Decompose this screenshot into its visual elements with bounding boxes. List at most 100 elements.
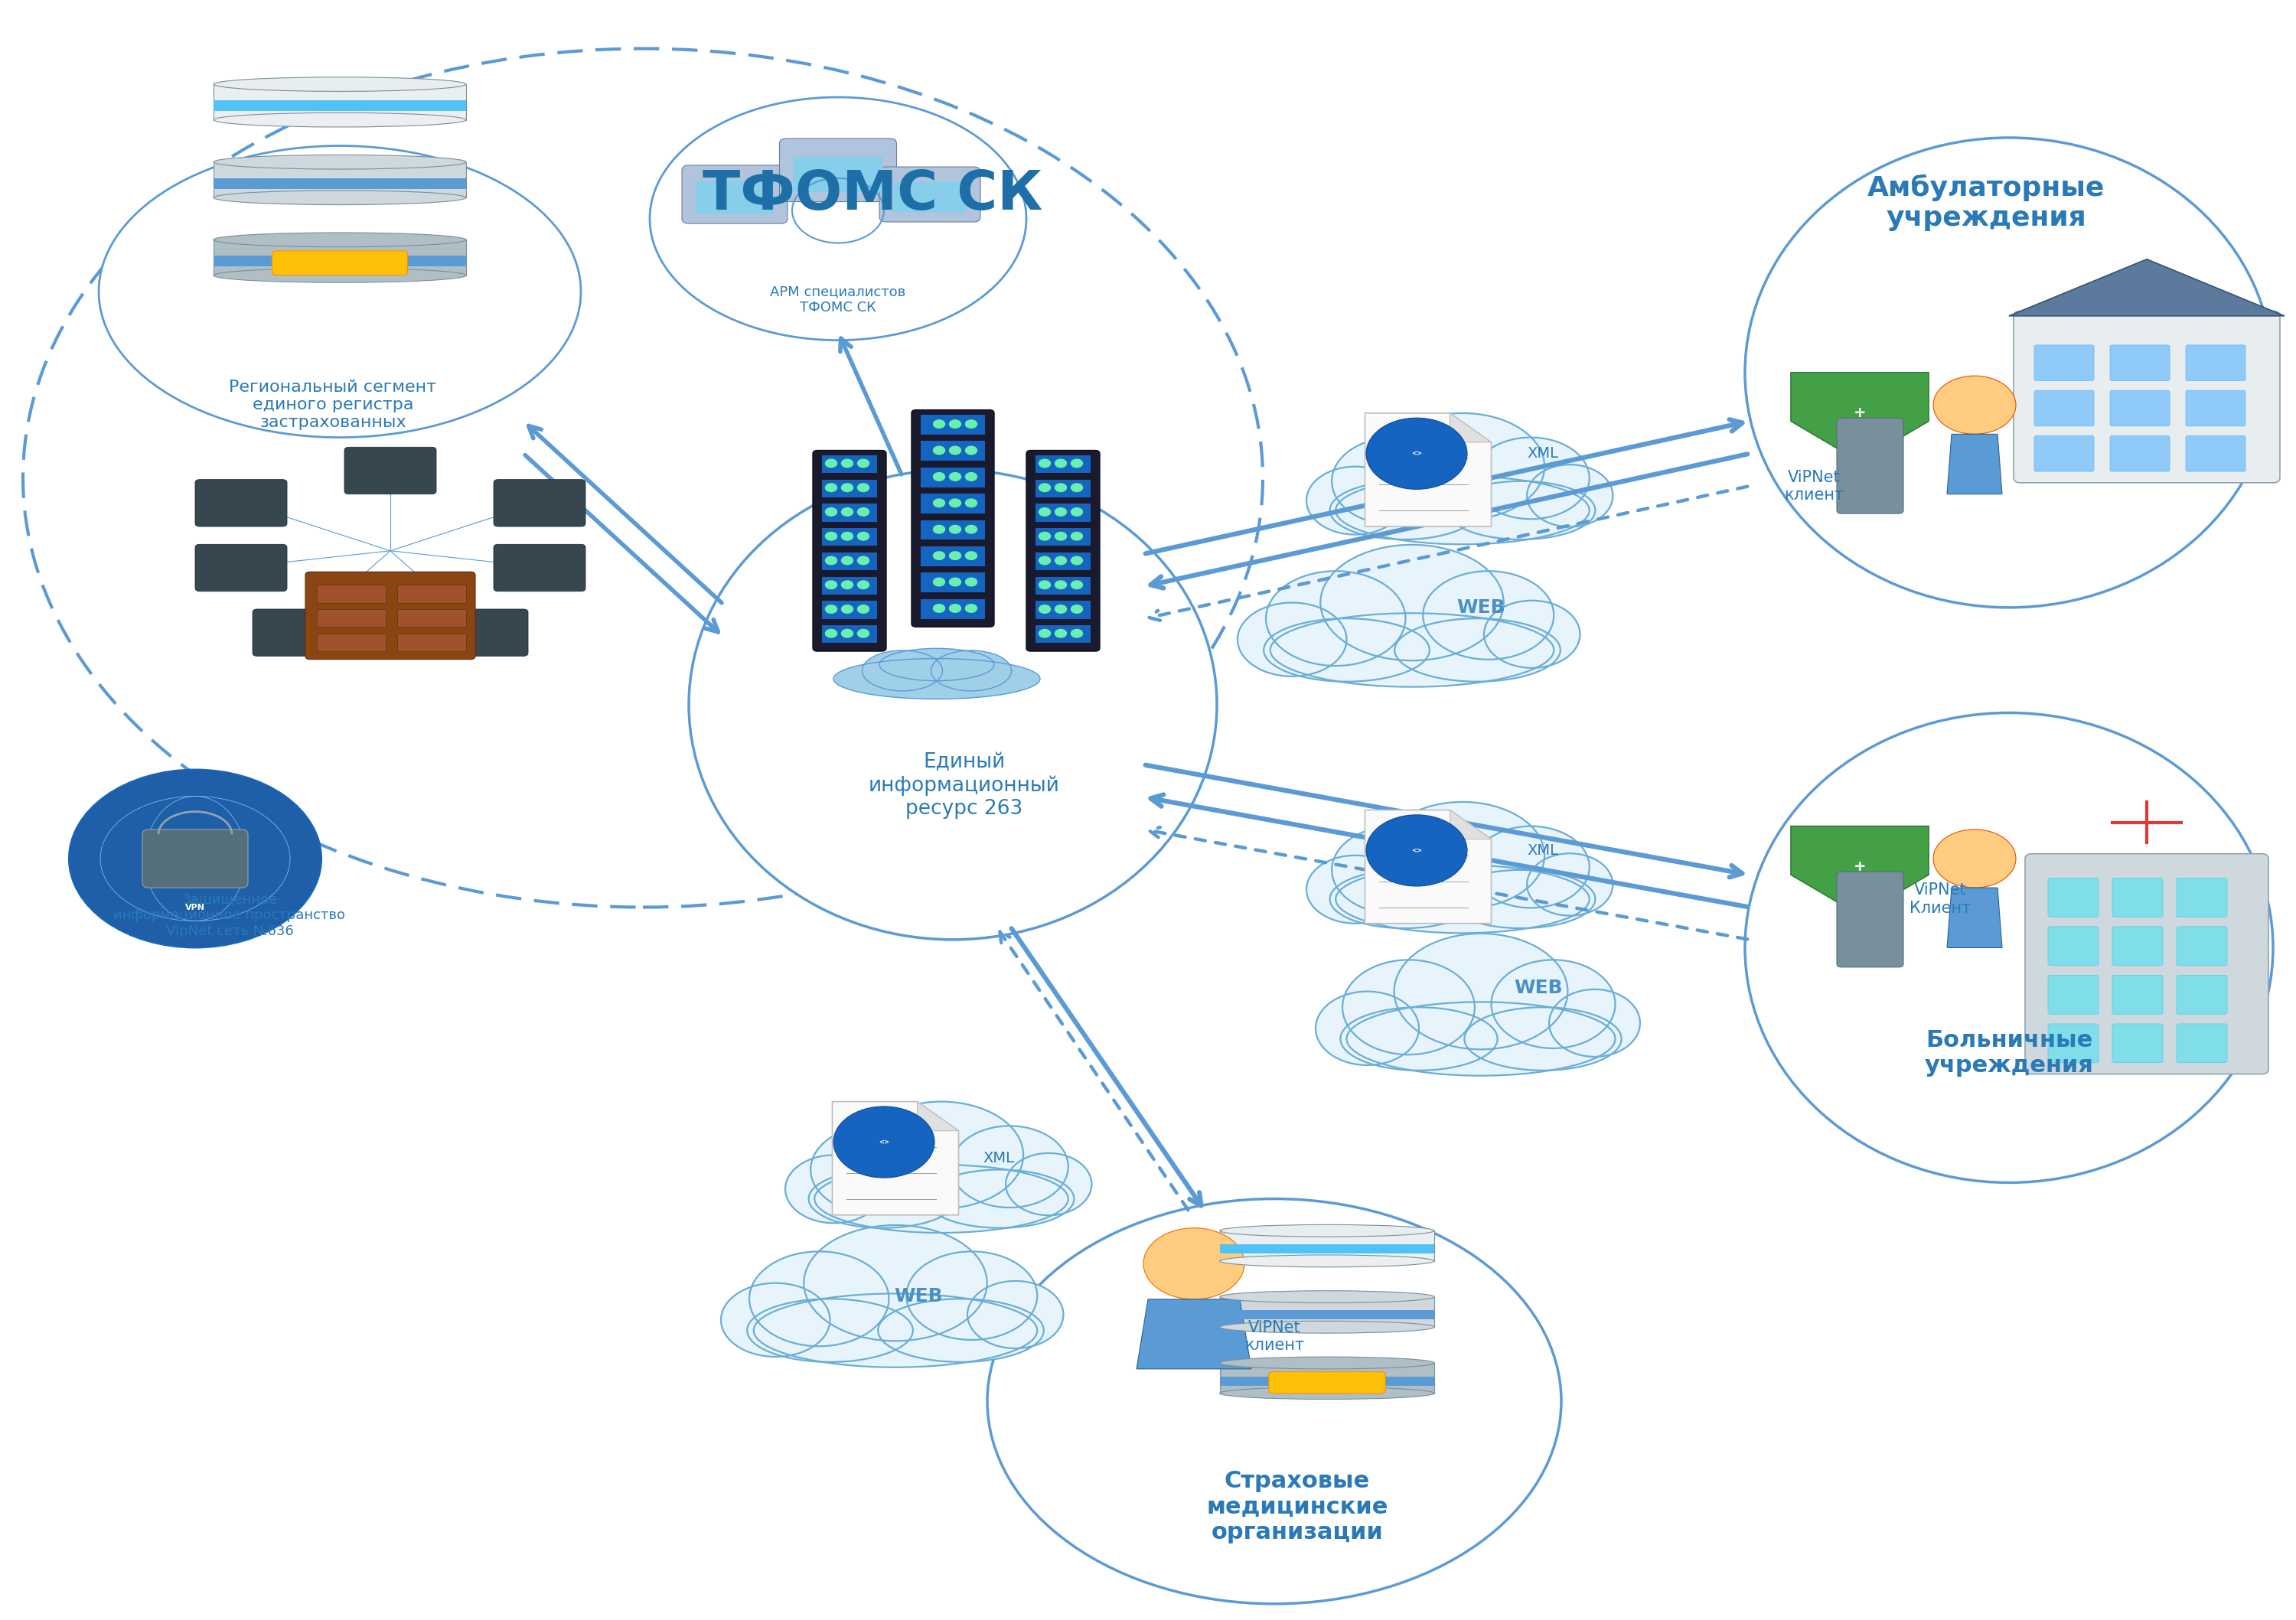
- FancyBboxPatch shape: [2110, 390, 2170, 426]
- Ellipse shape: [1446, 481, 1596, 539]
- Ellipse shape: [932, 651, 1010, 692]
- Polygon shape: [1035, 528, 1091, 546]
- Circle shape: [859, 606, 868, 614]
- Circle shape: [964, 447, 976, 455]
- Ellipse shape: [1345, 1001, 1616, 1076]
- Circle shape: [859, 533, 868, 541]
- FancyBboxPatch shape: [1026, 450, 1100, 651]
- FancyBboxPatch shape: [195, 544, 287, 591]
- FancyBboxPatch shape: [893, 181, 967, 212]
- FancyBboxPatch shape: [2048, 1024, 2099, 1063]
- Text: АРМ специалистов
ТФОМС СК: АРМ специалистов ТФОМС СК: [769, 285, 907, 314]
- Polygon shape: [1364, 413, 1492, 526]
- Text: Единый
информационный
ресурс 263: Единый информационный ресурс 263: [868, 753, 1061, 818]
- Polygon shape: [1035, 577, 1091, 595]
- Circle shape: [840, 630, 854, 638]
- Ellipse shape: [1329, 870, 1479, 928]
- Circle shape: [948, 420, 960, 428]
- Ellipse shape: [1483, 601, 1580, 667]
- Text: ViPNet
Клиент: ViPNet Клиент: [1910, 883, 1970, 915]
- Circle shape: [948, 604, 960, 612]
- Circle shape: [827, 606, 836, 614]
- Text: Больничные
учреждения: Больничные учреждения: [1924, 1029, 2094, 1077]
- Ellipse shape: [689, 470, 1217, 940]
- Ellipse shape: [861, 651, 941, 692]
- Polygon shape: [1947, 888, 2002, 948]
- FancyBboxPatch shape: [2177, 927, 2227, 966]
- FancyBboxPatch shape: [2177, 878, 2227, 917]
- Circle shape: [1070, 630, 1084, 638]
- Circle shape: [840, 606, 854, 614]
- Circle shape: [1038, 483, 1049, 492]
- Polygon shape: [397, 633, 466, 651]
- Circle shape: [1038, 630, 1049, 638]
- Text: Страховые
медицинские
организации: Страховые медицинские организации: [1205, 1469, 1389, 1544]
- Circle shape: [827, 460, 836, 468]
- Ellipse shape: [1336, 476, 1589, 544]
- Ellipse shape: [1219, 1320, 1435, 1333]
- Ellipse shape: [1306, 467, 1405, 535]
- Circle shape: [1070, 582, 1084, 590]
- Ellipse shape: [1472, 437, 1589, 518]
- Ellipse shape: [1320, 544, 1504, 661]
- Circle shape: [932, 525, 944, 533]
- FancyBboxPatch shape: [778, 139, 895, 202]
- FancyBboxPatch shape: [2112, 878, 2163, 917]
- Text: ViPNet
клиент: ViPNet клиент: [1244, 1320, 1304, 1353]
- Circle shape: [932, 604, 944, 612]
- Circle shape: [840, 509, 854, 517]
- Ellipse shape: [721, 1283, 831, 1358]
- Ellipse shape: [879, 648, 994, 680]
- Text: +: +: [1853, 860, 1867, 873]
- Ellipse shape: [746, 1299, 914, 1362]
- Ellipse shape: [810, 1126, 934, 1213]
- Circle shape: [948, 578, 960, 586]
- Polygon shape: [921, 415, 985, 434]
- Polygon shape: [1791, 373, 1929, 462]
- Ellipse shape: [907, 1251, 1038, 1340]
- Polygon shape: [822, 528, 877, 546]
- FancyBboxPatch shape: [2112, 927, 2163, 966]
- FancyBboxPatch shape: [1270, 1372, 1384, 1393]
- Circle shape: [948, 447, 960, 455]
- Polygon shape: [921, 546, 985, 567]
- Circle shape: [1054, 630, 1065, 638]
- Circle shape: [1038, 460, 1049, 468]
- FancyBboxPatch shape: [696, 181, 774, 214]
- Circle shape: [1070, 483, 1084, 492]
- Circle shape: [932, 499, 944, 507]
- Circle shape: [964, 499, 976, 507]
- Circle shape: [964, 578, 976, 586]
- Ellipse shape: [1263, 619, 1430, 682]
- Polygon shape: [317, 633, 386, 651]
- FancyBboxPatch shape: [195, 480, 287, 526]
- Circle shape: [1038, 533, 1049, 541]
- Ellipse shape: [1219, 1255, 1435, 1267]
- Ellipse shape: [1332, 826, 1456, 914]
- Circle shape: [932, 578, 944, 586]
- Circle shape: [1366, 815, 1467, 886]
- Circle shape: [859, 582, 868, 590]
- Polygon shape: [822, 625, 877, 643]
- Circle shape: [1070, 557, 1084, 565]
- Ellipse shape: [1332, 437, 1456, 525]
- Circle shape: [827, 582, 836, 590]
- Polygon shape: [2009, 259, 2285, 316]
- Circle shape: [1070, 509, 1084, 517]
- Circle shape: [932, 473, 944, 481]
- Polygon shape: [1219, 1311, 1435, 1320]
- FancyBboxPatch shape: [1837, 872, 1903, 967]
- Ellipse shape: [1219, 1225, 1435, 1236]
- Ellipse shape: [1527, 465, 1612, 526]
- Circle shape: [827, 509, 836, 517]
- Polygon shape: [1219, 1244, 1435, 1254]
- Circle shape: [840, 582, 854, 590]
- Ellipse shape: [1424, 572, 1554, 659]
- Circle shape: [1054, 509, 1065, 517]
- Text: XML: XML: [1527, 844, 1559, 857]
- Circle shape: [1054, 533, 1065, 541]
- Circle shape: [859, 557, 868, 565]
- Ellipse shape: [753, 1293, 1038, 1367]
- FancyBboxPatch shape: [253, 609, 344, 656]
- Ellipse shape: [1472, 826, 1589, 907]
